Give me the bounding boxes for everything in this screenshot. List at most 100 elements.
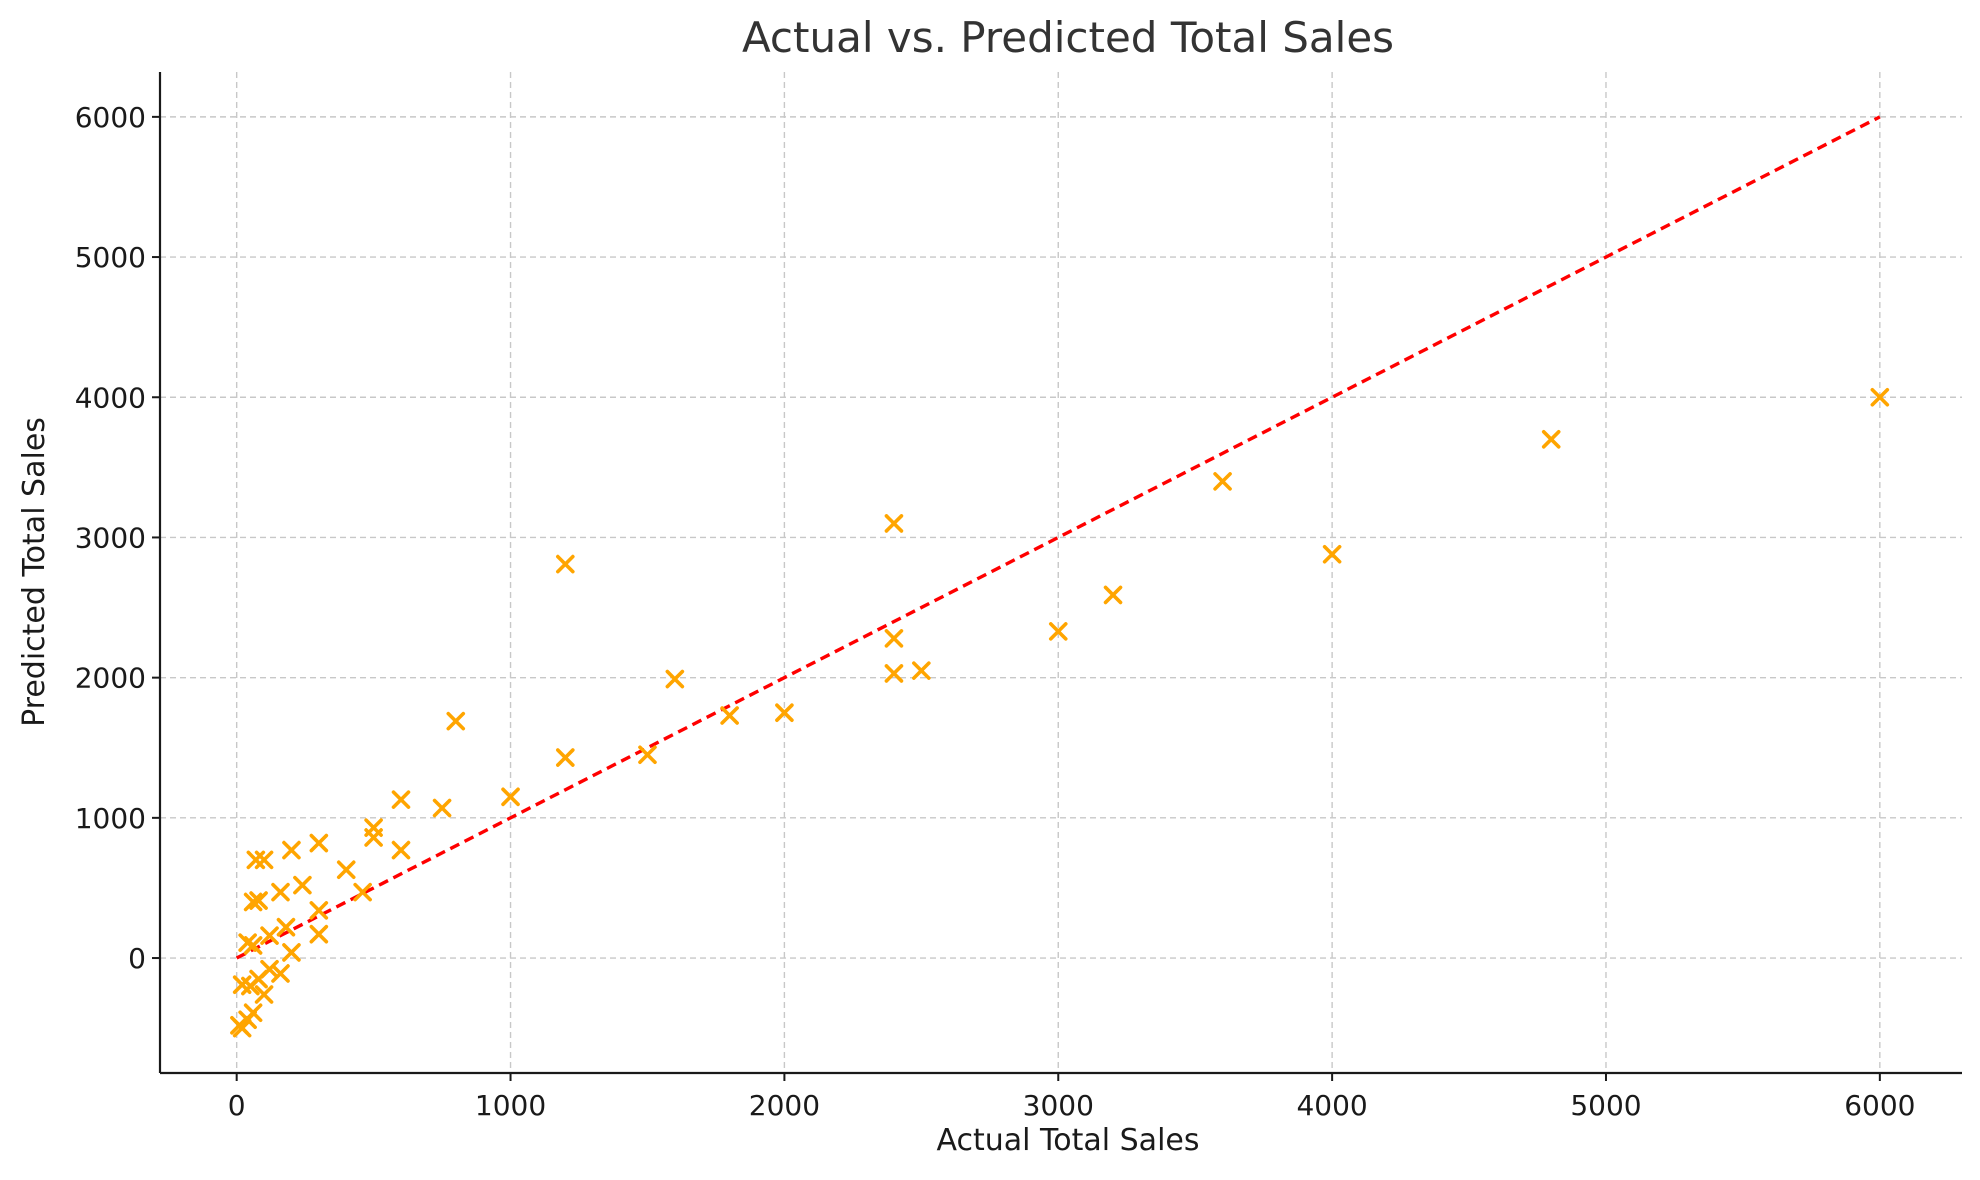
y-tick-label: 4000: [75, 381, 146, 414]
data-point-stroke: [501, 787, 520, 807]
data-point: [260, 959, 279, 979]
data-point: [309, 833, 329, 853]
data-point: [665, 669, 685, 689]
data-point-stroke: [254, 850, 274, 870]
data-point: [336, 860, 356, 880]
data-point: [309, 901, 329, 920]
tick-labels: 0 1000 2000 3000 4000 5000 6000 0 1000 2000 3000 40…: [75, 101, 1916, 1122]
chart-title: Actual vs. Predicted Total Sales: [742, 13, 1394, 62]
data-point: [556, 554, 575, 574]
data-point-stroke: [276, 917, 296, 937]
data-point-stroke: [309, 924, 329, 944]
axes: [152, 72, 1962, 1081]
data-point: [446, 711, 466, 731]
data-point: [309, 924, 329, 944]
data-point-stroke: [775, 703, 794, 722]
data-point: [884, 664, 904, 683]
data-point-stroke: [364, 818, 383, 837]
data-point: [884, 629, 904, 648]
data-point-stroke: [243, 892, 263, 912]
data-point: [260, 926, 279, 945]
y-tick-label: 6000: [75, 101, 146, 134]
data-point-stroke: [556, 554, 575, 574]
data-point-stroke: [254, 985, 274, 1004]
data-point: [912, 661, 931, 680]
data-point-stroke: [238, 933, 257, 952]
data-point: [353, 882, 372, 902]
data-point: [638, 745, 657, 765]
data-point: [501, 787, 520, 807]
y-tick-label: 1000: [75, 802, 146, 835]
data-point-stroke: [638, 745, 657, 765]
data-point-stroke: [293, 875, 312, 895]
data-point: [282, 943, 301, 962]
data-point-stroke: [232, 975, 252, 994]
data-point: [432, 798, 452, 818]
data-point-stroke: [391, 840, 411, 860]
x-tick-label: 5000: [1570, 1089, 1641, 1122]
y-tick-label: 5000: [75, 241, 146, 274]
y-axis-label: Predicted Total Sales: [17, 417, 52, 727]
reference-line-group: [235, 115, 1881, 960]
data-point: [232, 1018, 252, 1038]
data-point-stroke: [309, 833, 329, 853]
data-point: [271, 964, 290, 983]
data-point-stroke: [271, 882, 290, 902]
x-tick-label: 1000: [475, 1089, 546, 1122]
data-point-stroke: [282, 943, 301, 962]
data-point-stroke: [446, 711, 466, 731]
data-point: [884, 514, 904, 533]
data-point: [293, 875, 312, 895]
data-point: [254, 850, 274, 870]
x-tick-label: 3000: [1023, 1089, 1094, 1122]
data-point-stroke: [282, 840, 301, 860]
x-axis-label: Actual Total Sales: [937, 1123, 1200, 1158]
data-point-stroke: [249, 891, 268, 910]
reference-line: [235, 115, 1881, 960]
y-tick-label: 0: [128, 942, 146, 975]
data-point-stroke: [884, 664, 904, 683]
data-point: [271, 882, 290, 902]
data-point-stroke: [1870, 387, 1890, 407]
data-point: [243, 1003, 263, 1023]
data-point-stroke: [353, 882, 372, 902]
data-point-stroke: [260, 926, 279, 945]
x-tick-label: 2000: [749, 1089, 820, 1122]
data-point: [249, 891, 268, 910]
data-point-stroke: [243, 1003, 263, 1023]
data-point-stroke: [1213, 472, 1232, 491]
x-tick-label: 4000: [1296, 1089, 1367, 1122]
data-point: [1103, 585, 1123, 605]
data-point: [282, 840, 301, 860]
data-point-stroke: [665, 669, 685, 689]
data-point-stroke: [271, 964, 290, 983]
data-point: [1048, 622, 1068, 641]
data-point: [243, 936, 263, 955]
data-point-stroke: [243, 936, 263, 955]
data-point-stroke: [1322, 544, 1342, 564]
data-point: [276, 917, 296, 937]
data-point: [1213, 472, 1232, 491]
x-tick-label: 6000: [1844, 1089, 1915, 1122]
y-tick-label: 3000: [75, 521, 146, 554]
data-point: [1322, 544, 1342, 564]
data-point-stroke: [260, 959, 279, 979]
data-point-stroke: [720, 706, 739, 725]
data-point-stroke: [309, 901, 329, 920]
data-point: [391, 790, 411, 809]
data-point-stroke: [1048, 622, 1068, 641]
data-point-stroke: [1103, 585, 1123, 605]
data-points: [230, 387, 1890, 1038]
data-point: [391, 840, 411, 860]
data-point-stroke: [432, 798, 452, 818]
data-point-stroke: [556, 748, 575, 767]
data-point: [364, 818, 383, 837]
data-point: [720, 706, 739, 725]
grid-lines: [160, 72, 1962, 1073]
data-point-stroke: [884, 514, 904, 533]
data-point-stroke: [912, 661, 931, 680]
x-tick-label: 0: [228, 1089, 246, 1122]
data-point-stroke: [232, 1018, 252, 1038]
